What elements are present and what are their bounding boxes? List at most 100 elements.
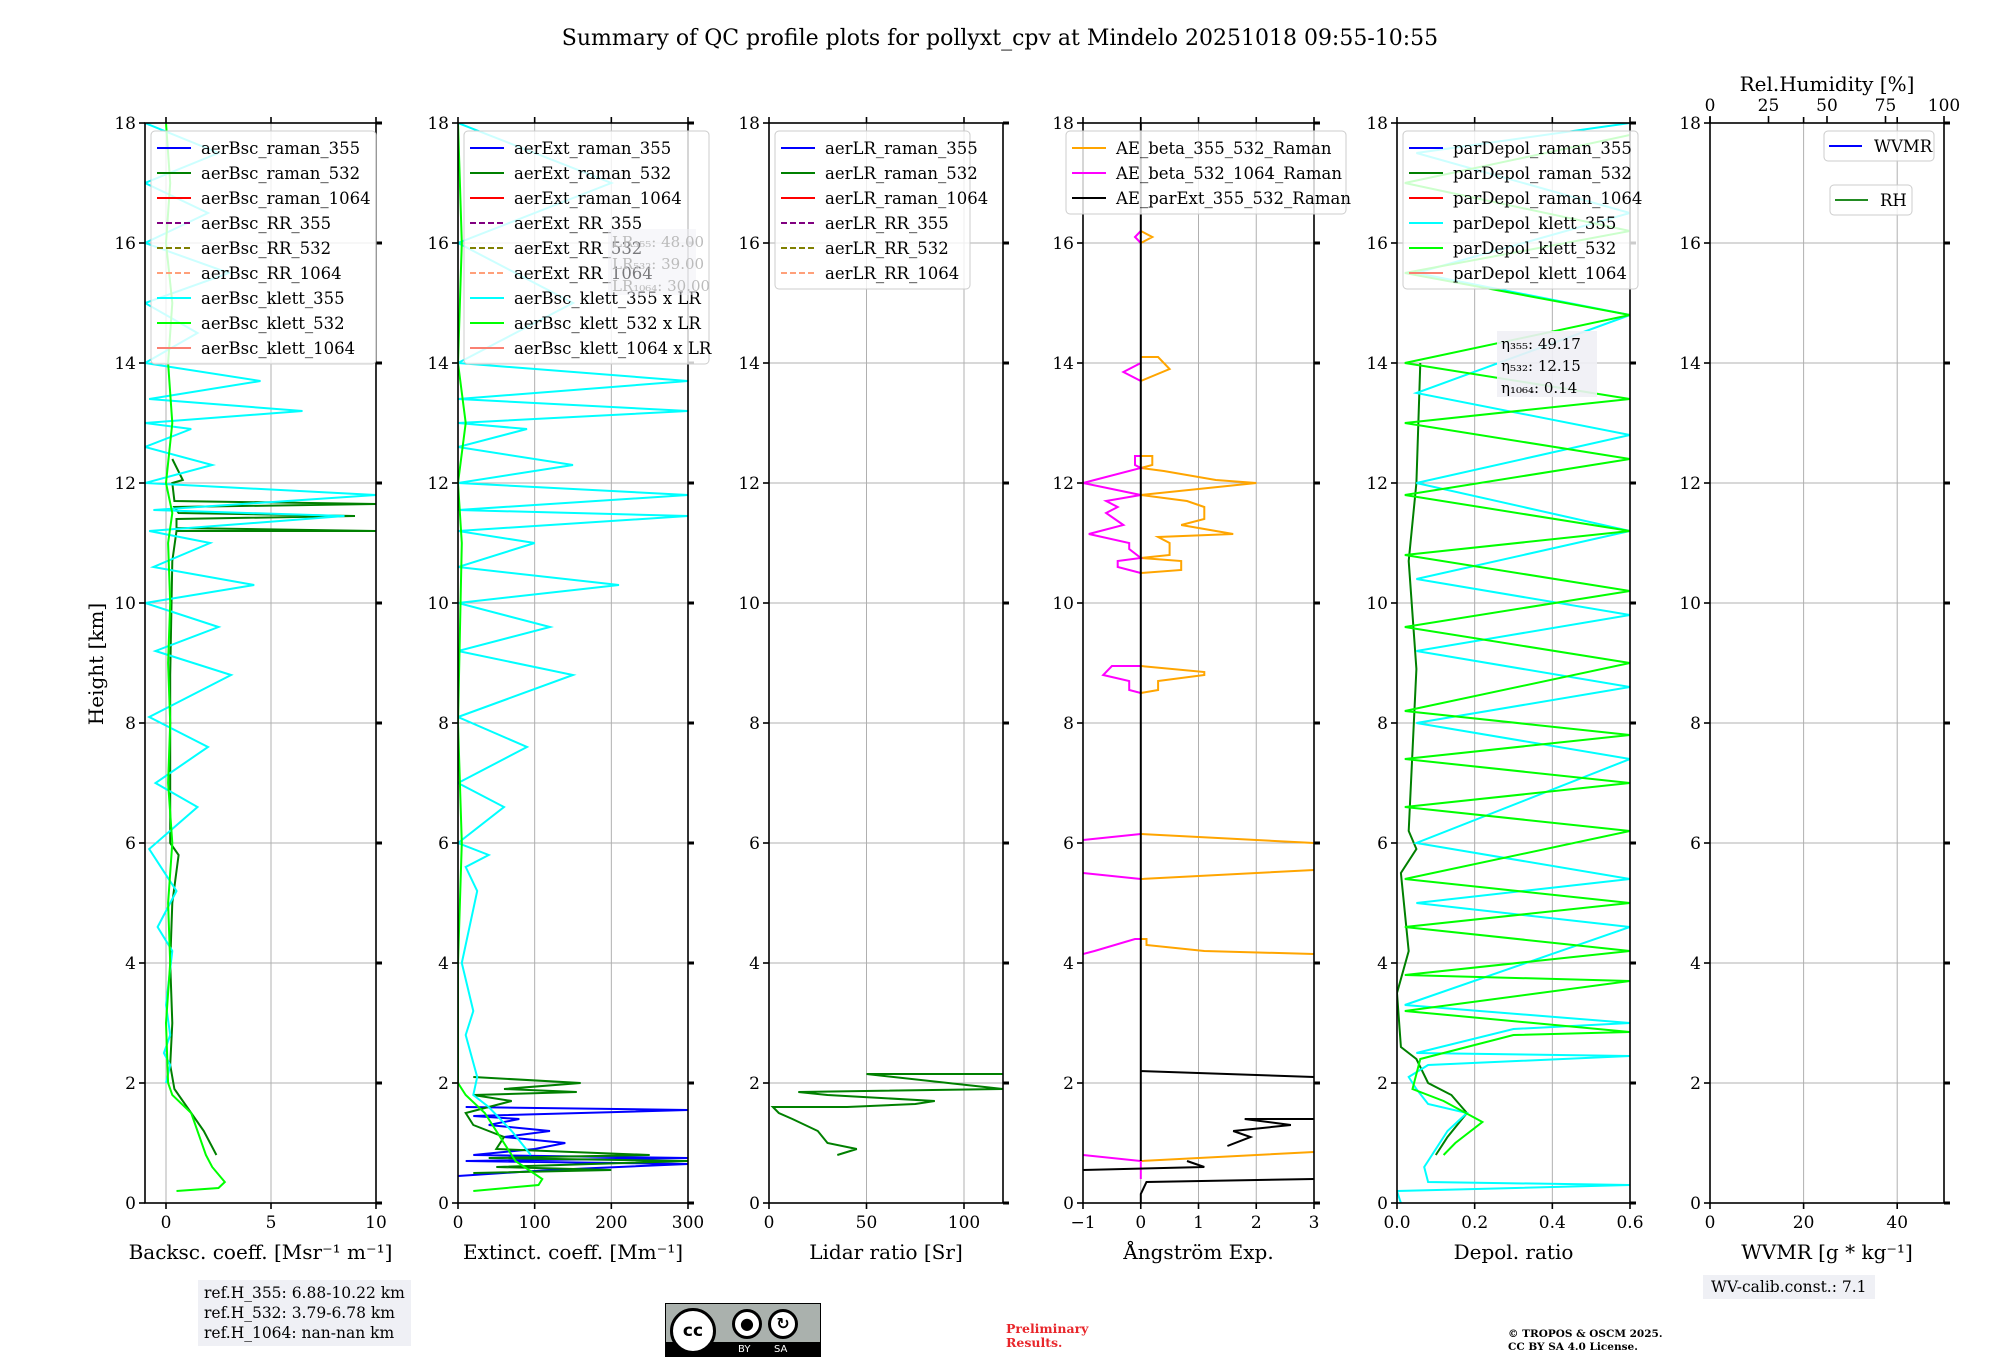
legend-label: aerBsc_raman_1064 <box>201 189 371 208</box>
y-tick-label: 16 <box>1366 234 1388 254</box>
y-tick-label: 18 <box>114 114 136 134</box>
preliminary-line-1: Preliminary <box>1006 1321 1089 1336</box>
y-tick-label: 12 <box>114 474 136 494</box>
x-tick-label: 100 <box>948 1213 980 1233</box>
y-tick-label: 0 <box>1063 1194 1074 1214</box>
legend-label: parDepol_raman_355 <box>1453 139 1632 158</box>
y-tick-label: 6 <box>1690 834 1701 854</box>
x-axis-label: Depol. ratio <box>1454 1240 1574 1264</box>
y-tick-label: 12 <box>427 474 449 494</box>
annotation-line: η₁₀₆₄: 0.14 <box>1501 379 1577 397</box>
x-tick-label: 0.4 <box>1539 1213 1566 1233</box>
x-tick-label: 0 <box>161 1213 172 1233</box>
legend-label: AE_beta_532_1064_Raman <box>1115 164 1342 183</box>
sa-share-icon: ↻ <box>768 1309 798 1339</box>
legend-label: aerLR_raman_532 <box>825 164 978 183</box>
series-line-aerbsc-klett-532-x-lr <box>458 123 544 1192</box>
axes-frame <box>768 122 1004 1204</box>
y-tick-label: 0 <box>1690 1194 1701 1214</box>
y-tick-label: 8 <box>1690 714 1701 734</box>
y-tick-label: 2 <box>749 1074 760 1094</box>
y-tick-label: 0 <box>125 1194 136 1214</box>
annotation-line: LR₃₅₅: 48.00 <box>612 233 704 251</box>
y-tick-label: 4 <box>125 954 136 974</box>
panel-backscatter: 0 2 4 6 8 10 12 14 16 18 0 5 10 Backsc. coeff. [Msr⁻¹… <box>114 114 392 1264</box>
y-tick-label: 18 <box>427 114 449 134</box>
legend-box <box>463 130 710 365</box>
by-person-icon: ● <box>732 1309 762 1339</box>
legend-label: aerExt_raman_355 <box>514 139 671 158</box>
panel-lidar-ratio: 0 2 4 6 8 10 12 14 16 18 0 50 100 Lidar ratio [Sr] aer… <box>738 114 1009 1264</box>
legend-label: aerExt_raman_532 <box>514 164 671 183</box>
series-group <box>1083 123 1314 1203</box>
series-line-pardepol-klett-355 <box>1397 123 1630 1203</box>
y-tick-label: 6 <box>125 834 136 854</box>
legend-label: aerBsc_klett_355 <box>201 289 345 308</box>
figure-title: Summary of QC profile plots for pollyxt_… <box>562 26 1438 51</box>
legend-label: AE_parExt_355_532_Raman <box>1115 189 1351 208</box>
legend-label: aerBsc_RR_1064 <box>201 264 342 283</box>
x-tick-label: 40 <box>1886 1213 1908 1233</box>
wv-calibration-box: WV-calib.const.: 7.1 <box>1703 1275 1875 1299</box>
series-line-aerbsc-raman-532 <box>169 458 376 1156</box>
x-tick-label: 0 <box>1135 1213 1146 1233</box>
legend-label: WVMR <box>1874 137 1933 156</box>
y-tick-label: 12 <box>738 474 760 494</box>
axes-frame <box>1396 122 1631 1204</box>
y-tick-label: 14 <box>738 354 760 374</box>
preliminary-notice: Preliminary Results. <box>1006 1322 1088 1350</box>
ref-height-1064: ref.H_1064: nan-nan km <box>204 1324 395 1342</box>
y-tick-label: 16 <box>114 234 136 254</box>
y-tick-label: 8 <box>1063 714 1074 734</box>
copyright-line-2: CC BY SA 4.0 License. <box>1508 1341 1638 1353</box>
sa-label: SA <box>774 1344 788 1355</box>
legend-box <box>774 130 971 290</box>
legend-box <box>1402 130 1639 290</box>
annotation-line: LR₁₀₆₄: 30.00 <box>612 277 710 295</box>
legend-box <box>1823 130 1935 162</box>
annotation-line: LR₅₃₂: 39.00 <box>612 255 704 273</box>
y-tick-label: 8 <box>125 714 136 734</box>
cc-by-sa-logo: cc ● ↻ BY SA <box>665 1303 821 1357</box>
top-axis-label: Rel.Humidity [%] <box>1740 72 1915 96</box>
series-line-aerext-raman-355 <box>458 1106 688 1177</box>
annotation-box <box>608 229 696 295</box>
legend-label: aerBsc_RR_532 <box>201 239 331 258</box>
series-line-ae-beta-355-532-raman <box>1140 230 1314 1162</box>
x-tick-label: 0 <box>1705 1213 1716 1233</box>
ref-height-532: ref.H_532: 3.79-6.78 km <box>204 1304 395 1322</box>
panel-extinction: 0 2 4 6 8 10 12 14 16 18 0 100 200 300 Extinct. coeff.… <box>427 114 712 1264</box>
legend-label: parDepol_raman_1064 <box>1453 189 1642 208</box>
x-tick-label: 2 <box>1251 1213 1262 1233</box>
y-tick-label: 0 <box>749 1194 760 1214</box>
top-x-tick-label: 25 <box>1758 96 1780 116</box>
x-axis-label: Lidar ratio [Sr] <box>809 1240 963 1264</box>
top-x-tick-label: 75 <box>1875 96 1897 116</box>
axes-frame <box>144 122 377 1204</box>
y-tick-label: 14 <box>1052 354 1074 374</box>
x-tick-label: 50 <box>856 1213 878 1233</box>
y-tick-label: 4 <box>749 954 760 974</box>
series-line-aerbsc-klett-355-x-lr <box>458 123 688 1156</box>
y-tick-label: 16 <box>1679 234 1701 254</box>
y-tick-label: 10 <box>1366 594 1388 614</box>
annotation-line: η₃₅₅: 49.17 <box>1501 335 1581 353</box>
y-tick-label: 12 <box>1366 474 1388 494</box>
legend-label: AE_beta_355_532_Raman <box>1115 139 1332 158</box>
legend-label: aerExt_RR_355 <box>514 214 642 233</box>
y-tick-label: 4 <box>1063 954 1074 974</box>
legend-box <box>1065 130 1347 215</box>
x-tick-label: 0 <box>764 1213 775 1233</box>
legend-label: aerBsc_raman_355 <box>201 139 360 158</box>
x-axis-label: Backsc. coeff. [Msr⁻¹ m⁻¹] <box>129 1240 393 1264</box>
by-label: BY <box>738 1344 751 1355</box>
y-tick-label: 10 <box>114 594 136 614</box>
axes-frame <box>1709 122 1945 1204</box>
y-tick-label: 18 <box>738 114 760 134</box>
y-tick-label: 16 <box>1052 234 1074 254</box>
y-tick-label: 2 <box>1377 1074 1388 1094</box>
y-tick-label: 6 <box>1063 834 1074 854</box>
x-axis-label: Ångström Exp. <box>1122 1239 1273 1264</box>
x-tick-label: 300 <box>672 1213 704 1233</box>
